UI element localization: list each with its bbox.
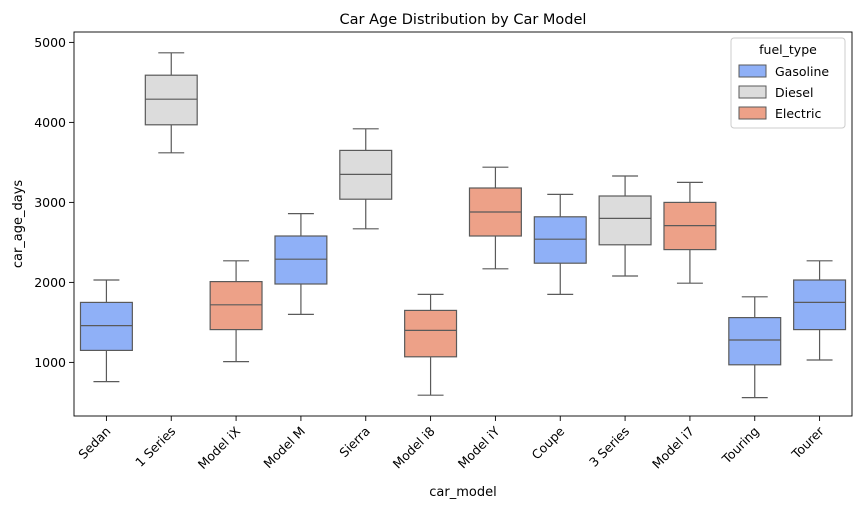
legend-entry: Diesel xyxy=(738,85,813,100)
x-tick-label: 3 Series xyxy=(586,424,632,470)
x-tick-label: 1 Series xyxy=(132,424,178,470)
box-iqr xyxy=(79,301,133,351)
box-5 xyxy=(339,128,393,230)
x-tick-label: Model M xyxy=(260,424,308,472)
x-tick-label: Model iX xyxy=(195,423,244,472)
box-7 xyxy=(468,166,522,270)
y-tick-label: 5000 xyxy=(34,35,66,50)
box-3 xyxy=(209,260,263,363)
y-tick-label: 1000 xyxy=(34,355,66,370)
legend: fuel_type Gasoline Diesel Electric xyxy=(730,37,846,129)
legend-frame xyxy=(730,37,846,129)
box-1 xyxy=(79,279,133,383)
box-6 xyxy=(404,293,458,396)
y-axis: 1000 2000 3000 4000 5000 xyxy=(34,35,74,370)
x-tick-label: Touring xyxy=(718,424,762,468)
x-tick-label: Model i8 xyxy=(390,423,438,471)
box-iqr xyxy=(533,216,587,264)
box-12 xyxy=(793,260,847,361)
x-axis: Sedan 1 Series Model iX Model M Sierra Model … xyxy=(75,416,827,472)
legend-swatch xyxy=(738,106,767,120)
box-iqr xyxy=(404,309,458,358)
legend-entry: Gasoline xyxy=(738,64,829,79)
plot-frame xyxy=(73,31,853,417)
x-tick-label: Model i7 xyxy=(649,424,697,472)
box-iqr xyxy=(144,74,198,126)
box-iqr xyxy=(598,195,652,246)
box-9 xyxy=(598,175,652,277)
x-tick-label: Coupe xyxy=(529,423,568,462)
legend-entry: Electric xyxy=(738,106,821,121)
box-8 xyxy=(533,193,587,295)
box-2 xyxy=(144,52,198,154)
legend-swatch xyxy=(738,64,767,78)
plot-area xyxy=(79,52,847,399)
legend-label: Electric xyxy=(775,106,821,121)
box-iqr xyxy=(274,235,328,285)
box-10 xyxy=(663,181,717,284)
box-iqr xyxy=(793,279,847,331)
legend-swatch xyxy=(738,85,767,99)
y-tick-label: 3000 xyxy=(34,195,66,210)
box-4 xyxy=(274,213,328,315)
x-tick-label: Sedan xyxy=(75,424,113,462)
y-tick-label: 2000 xyxy=(34,275,66,290)
chart-title: Car Age Distribution by Car Model xyxy=(340,12,587,28)
box-11 xyxy=(728,296,782,399)
legend-label: Gasoline xyxy=(775,64,829,79)
x-tick-label: Tourer xyxy=(788,423,827,462)
x-axis-label: car_model xyxy=(429,485,496,500)
legend-title: fuel_type xyxy=(759,42,817,57)
box-iqr xyxy=(209,281,263,331)
y-axis-label: car_age_days xyxy=(11,180,26,269)
legend-label: Diesel xyxy=(775,85,813,100)
y-tick-label: 4000 xyxy=(34,115,66,130)
x-tick-label: Sierra xyxy=(336,424,373,461)
box-iqr xyxy=(728,317,782,366)
x-tick-label: Model iY xyxy=(455,423,503,471)
